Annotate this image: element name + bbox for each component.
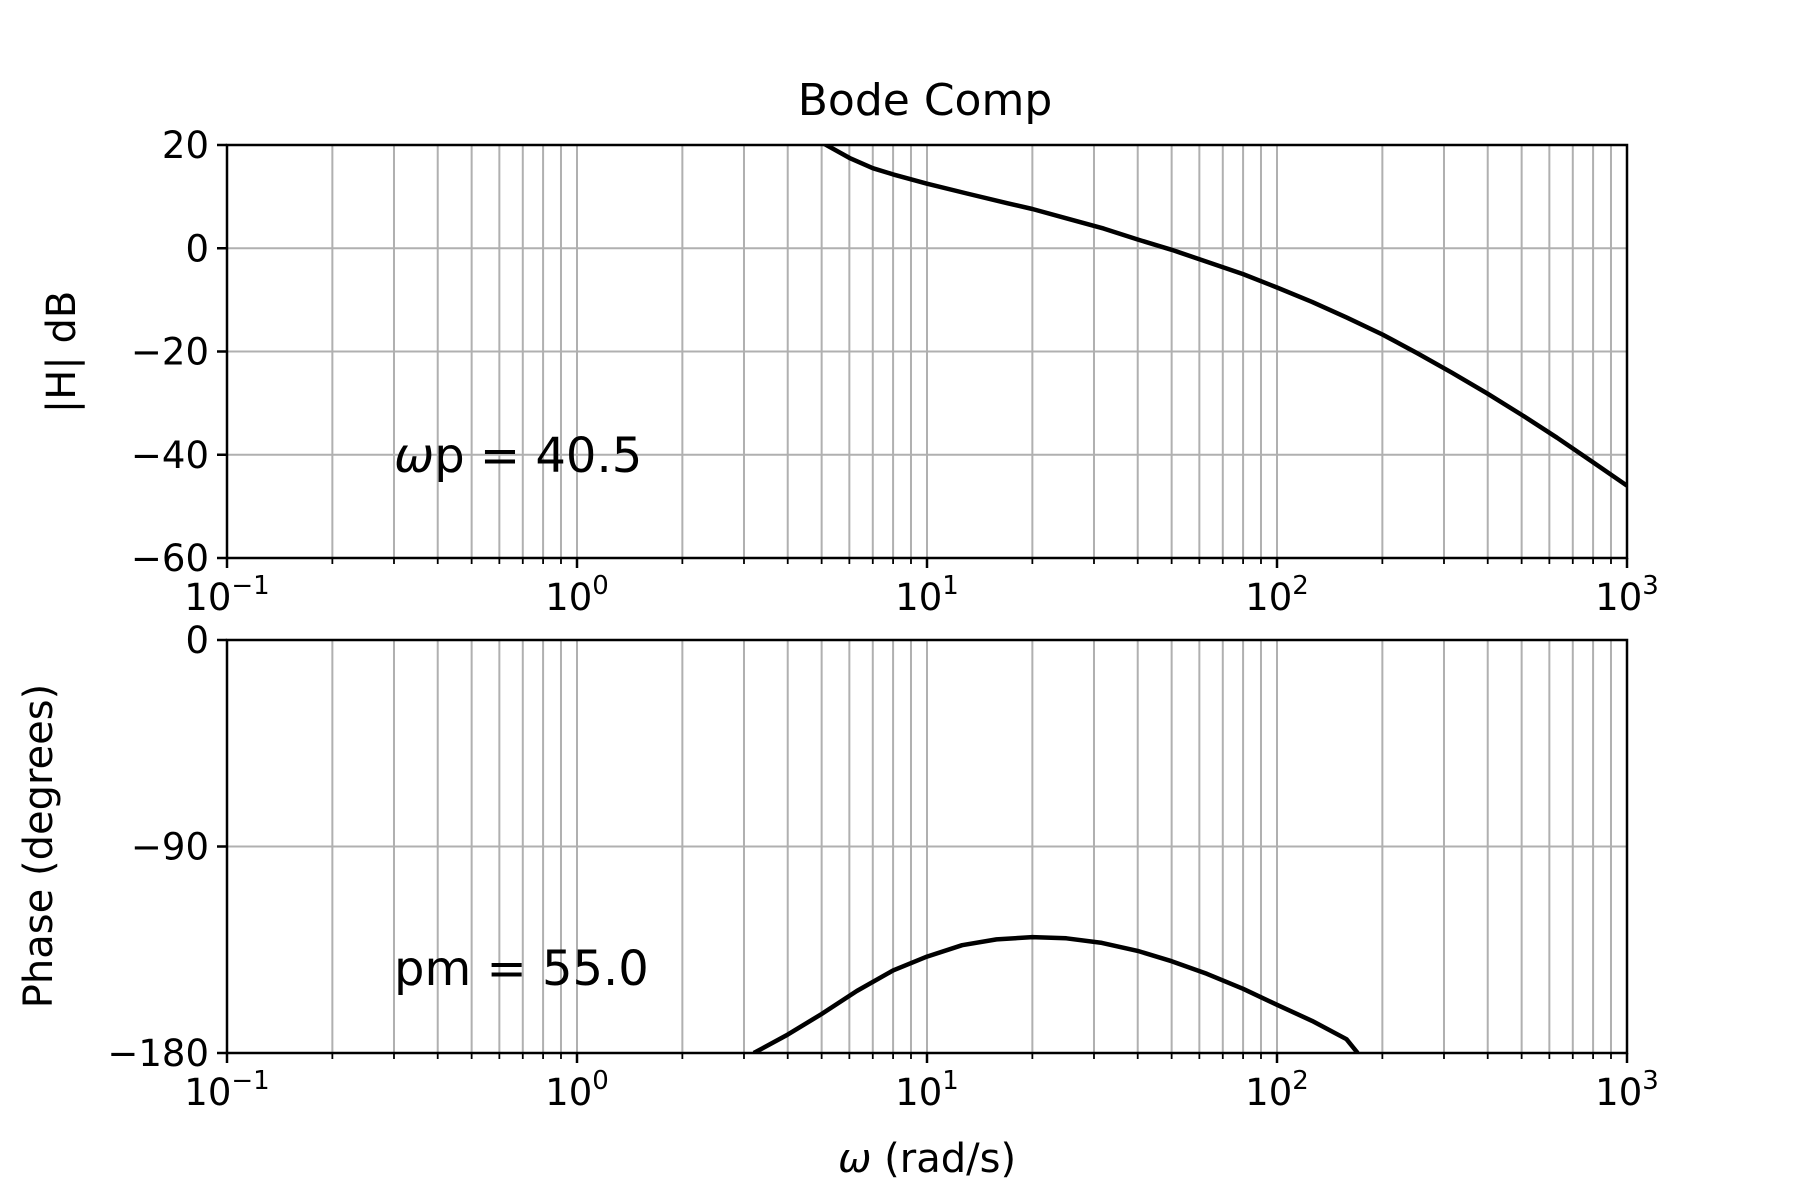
phase-y-tick-label: 0 xyxy=(185,619,209,662)
magnitude-y-tick-label: −40 xyxy=(131,434,209,477)
x-axis-unit-text: (rad/s) xyxy=(871,1136,1016,1182)
magnitude-frame xyxy=(225,143,1629,560)
frequency-x-axis-label: ω (rad/s) xyxy=(838,1136,1016,1182)
phase-x-tick-label: 10−1 xyxy=(184,1066,269,1114)
phase-x-tick-label: 103 xyxy=(1595,1066,1659,1114)
magnitude-y-tick-label: 20 xyxy=(162,124,209,167)
phase-x-tick-label: 102 xyxy=(1245,1066,1309,1114)
x-tick-exponent: −1 xyxy=(231,571,269,601)
x-tick-base: 10 xyxy=(895,1071,942,1114)
x-tick-exponent: 2 xyxy=(1292,571,1309,601)
magnitude-x-tick-label: 102 xyxy=(1245,571,1309,619)
magnitude-y-tick-label: −60 xyxy=(131,537,209,580)
phase-y-axis-label: Phase (degrees) xyxy=(16,684,62,1008)
x-tick-base: 10 xyxy=(895,576,942,619)
x-tick-exponent: −1 xyxy=(231,1066,269,1096)
x-tick-base: 10 xyxy=(1245,1071,1292,1114)
magnitude-x-tick-label: 100 xyxy=(545,571,609,619)
x-tick-base: 10 xyxy=(1245,576,1292,619)
phase-x-tick-label: 101 xyxy=(895,1066,959,1114)
x-tick-exponent: 3 xyxy=(1642,1066,1659,1096)
phase-y-tick-label: −180 xyxy=(107,1032,209,1075)
phase-x-tick-label: 100 xyxy=(545,1066,609,1114)
x-tick-exponent: 0 xyxy=(592,571,609,601)
phase-y-tick-label: −90 xyxy=(131,826,209,869)
x-tick-base: 10 xyxy=(1595,576,1642,619)
magnitude-x-tick-label: 101 xyxy=(895,571,959,619)
x-tick-base: 10 xyxy=(1595,1071,1642,1114)
x-tick-base: 10 xyxy=(545,576,592,619)
phase-curve xyxy=(752,934,1360,1053)
magnitude-y-tick-label: 0 xyxy=(185,227,209,270)
phase-margin-annotation: pm = 55.0 xyxy=(394,941,649,997)
magnitude-curve xyxy=(821,145,1627,488)
x-tick-exponent: 3 xyxy=(1642,571,1659,601)
x-tick-exponent: 1 xyxy=(942,571,959,601)
x-tick-exponent: 2 xyxy=(1292,1066,1309,1096)
magnitude-x-tick-label: 10−1 xyxy=(184,571,269,619)
x-tick-exponent: 0 xyxy=(592,1066,609,1096)
magnitude-x-tick-label: 103 xyxy=(1595,571,1659,619)
phase-grid xyxy=(227,640,1627,1053)
x-tick-exponent: 1 xyxy=(942,1066,959,1096)
magnitude-y-tick-label: −20 xyxy=(131,331,209,374)
crossover-frequency-annotation: ωp = 40.5 xyxy=(394,428,642,484)
magnitude-grid xyxy=(227,145,1627,558)
phase-frame xyxy=(225,638,1629,1055)
x-tick-base: 10 xyxy=(184,576,231,619)
magnitude-y-axis-label: |H| dB xyxy=(39,291,85,414)
omega-symbol: ω xyxy=(394,428,434,484)
x-tick-base: 10 xyxy=(545,1071,592,1114)
chart-title: Bode Comp xyxy=(798,75,1053,126)
x-axis-omega-symbol: ω xyxy=(838,1136,872,1182)
x-tick-base: 10 xyxy=(184,1071,231,1114)
crossover-frequency-text: p = 40.5 xyxy=(434,428,642,484)
